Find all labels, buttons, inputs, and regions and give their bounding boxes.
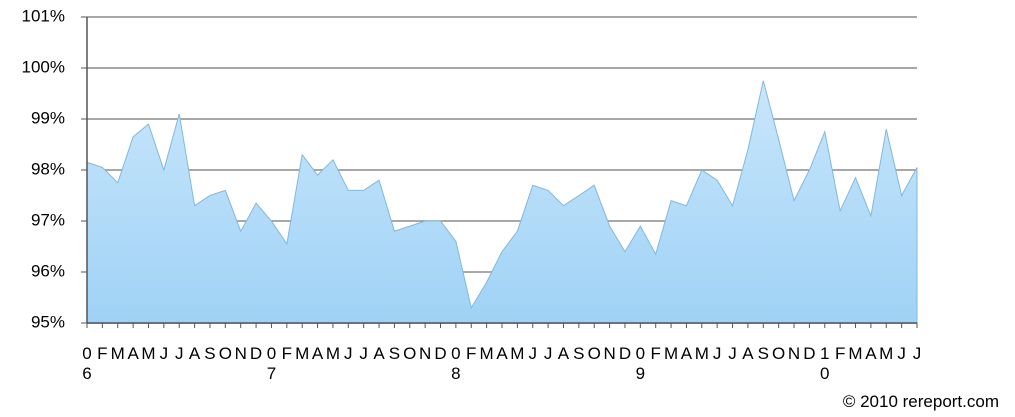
x-tick-label: D (618, 344, 632, 363)
x-tick-label: J (712, 344, 722, 363)
x-tick-label: 0 7 (266, 344, 277, 383)
x-tick-label: A (188, 344, 201, 363)
x-tick-label: S (757, 344, 769, 363)
x-tick-label: A (311, 344, 324, 363)
x-tick-label: A (742, 344, 754, 363)
x-tick-label: A (127, 344, 139, 363)
x-tick-label: J (728, 344, 737, 363)
y-tick-label: 98% (31, 159, 65, 178)
x-tick-label: M (110, 344, 125, 363)
x-tick-label: S (388, 344, 401, 363)
y-tick-label: 99% (31, 108, 65, 127)
x-tick-label: J (174, 344, 184, 363)
area (86, 80, 918, 324)
x-tick-label: S (573, 344, 585, 363)
x-tick-label: A (557, 344, 570, 363)
y-tick-label: 100% (22, 57, 65, 76)
x-tick-label: M (510, 344, 525, 363)
y-tick-label: 96% (31, 261, 65, 280)
credit: © 2010 rereport.com (842, 392, 999, 411)
x-tick-label: M (879, 344, 894, 363)
x-tick-label: F (834, 344, 846, 363)
x-tick-label: F (466, 344, 477, 363)
x-tick-label: J (359, 344, 368, 363)
x-tick-label: N (603, 344, 616, 363)
x-tick-label: O (403, 344, 417, 363)
x-tick-label: 0 8 (451, 344, 461, 383)
x-tick-label: N (419, 344, 432, 363)
x-tick-label: 0 9 (635, 344, 646, 383)
x-tick-label: M (694, 344, 709, 363)
x-tick-label: 0 6 (82, 344, 92, 383)
x-tick-label: D (434, 344, 447, 363)
x-tick-label: J (543, 344, 553, 363)
x-tick-label: 1 0 (820, 344, 830, 383)
x-tick-label: J (528, 344, 537, 363)
x-tick-label: N (787, 344, 801, 363)
x-tick-label: F (650, 344, 661, 363)
x-tick-label: A (496, 344, 508, 363)
x-tick-label: O (772, 344, 786, 363)
x-tick-label: O (587, 344, 601, 363)
y-tick-label: 97% (31, 210, 65, 229)
x-tick-label: J (159, 344, 169, 363)
x-tick-label: M (295, 344, 310, 363)
y-tick-label: 101% (22, 6, 65, 25)
x-tick-label: O (218, 344, 232, 363)
x-tick-label: A (865, 344, 877, 363)
x-tick-label: J (897, 344, 906, 363)
x-tick-label: S (204, 344, 216, 363)
x-tick-label: D (249, 344, 263, 363)
x-tick-label: A (373, 344, 385, 363)
x-tick-label: M (479, 344, 494, 363)
x-tick-label: A (680, 344, 693, 363)
x-tick-label: J (344, 344, 353, 363)
x-tick-label: M (848, 344, 863, 363)
y-tick-label: 95% (31, 312, 65, 331)
x-tick-label: M (141, 344, 156, 363)
x-tick-label: F (97, 344, 108, 363)
x-tick-label: M (325, 344, 340, 363)
x-tick-label: N (234, 344, 247, 363)
x-tick-label: D (803, 344, 816, 363)
x-tick-label: M (663, 344, 679, 363)
x-tick-label: F (281, 344, 292, 363)
x-tick-label: J (912, 344, 922, 363)
